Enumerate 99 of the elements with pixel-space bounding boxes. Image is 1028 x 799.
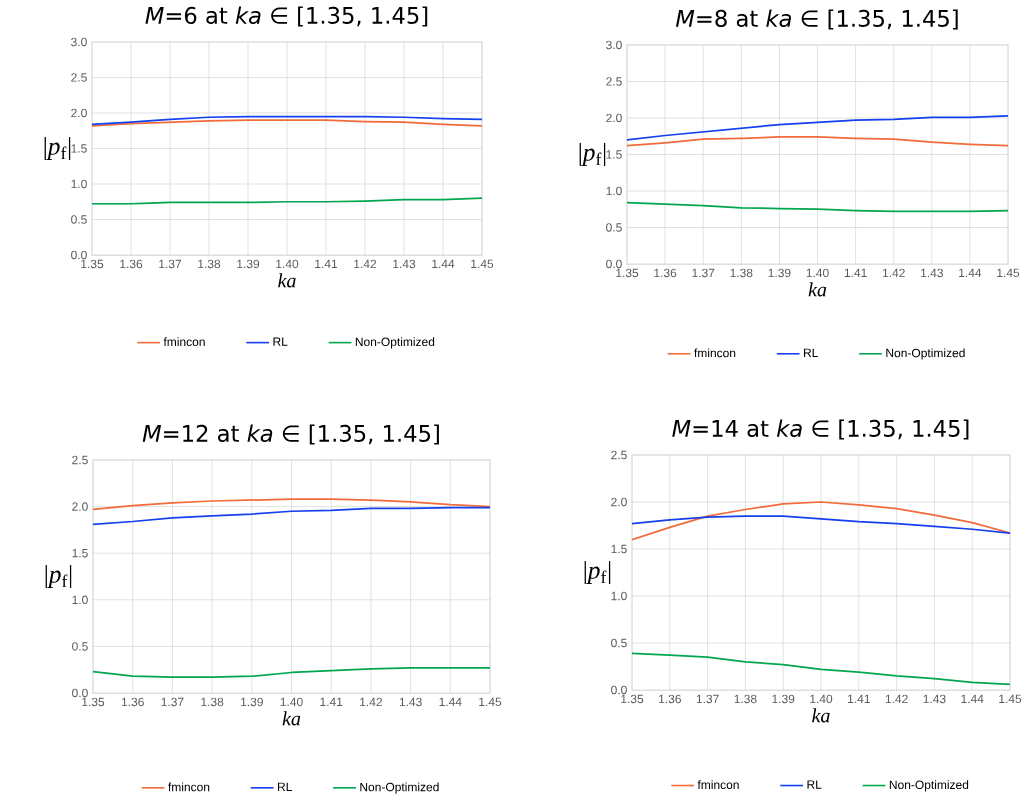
x-tick-label: 1.44 <box>961 694 984 704</box>
x-tick-label: 1.39 <box>237 259 260 269</box>
line-series <box>627 136 1009 147</box>
y-axis-title: |p$_{f}$| <box>584 561 611 585</box>
legend-label: Non-Optimized <box>889 780 969 792</box>
x-tick-label: 1.37 <box>696 694 719 704</box>
x-axis-title: ka <box>808 282 827 297</box>
y-tick-label: 3.0 <box>606 40 622 50</box>
x-axis-title: ka <box>812 708 830 723</box>
y-axis-title: |p$_{f}$| <box>44 137 71 161</box>
legend-label: RL <box>277 782 292 792</box>
x-tick-label: 1.37 <box>161 697 184 707</box>
x-tick-label: 1.40 <box>276 259 299 269</box>
x-tick-label: 1.42 <box>882 268 905 278</box>
y-tick-label: 0.0 <box>71 250 87 260</box>
x-tick-label: 1.38 <box>730 268 753 278</box>
line-series <box>632 501 1011 541</box>
x-tick-label: 1.37 <box>159 259 182 269</box>
x-tick-label: 1.41 <box>320 697 343 707</box>
x-tick-label: 1.36 <box>120 259 143 269</box>
x-tick-label: 1.45 <box>997 268 1020 278</box>
y-tick-label: 3.0 <box>71 37 87 47</box>
y-tick-label: 2.0 <box>72 502 88 512</box>
y-tick-label: 1.5 <box>606 150 622 159</box>
x-tick-label: 1.44 <box>959 268 982 278</box>
x-tick-label: 1.39 <box>768 268 791 278</box>
y-axis-title: |p$_{f}$| <box>579 143 606 167</box>
x-tick-label: 1.42 <box>885 694 908 704</box>
legend-label: Non-Optimized <box>886 348 965 360</box>
y-tick-label: 1.0 <box>71 179 87 189</box>
y-tick-label: 1.5 <box>611 545 627 554</box>
x-axis-title: ka <box>278 273 296 288</box>
y-tick-label: 2.0 <box>606 113 622 123</box>
y-tick-label: 0.5 <box>606 223 622 232</box>
legend-label: fmincon <box>697 780 739 790</box>
x-tick-label: 1.41 <box>848 694 870 704</box>
y-tick-label: 1.5 <box>71 144 87 153</box>
legend-label: fmincon <box>168 782 210 792</box>
x-tick-label: 1.35 <box>616 268 639 278</box>
y-axis-title: |p$_{f}$| <box>45 565 72 589</box>
y-tick-label: 0.5 <box>72 642 88 651</box>
x-tick-label: 1.39 <box>772 694 795 704</box>
y-tick-label: 1.0 <box>72 595 88 605</box>
chart-title: M=6 at ka ∈ [1.35, 1.45] <box>145 6 428 27</box>
line-series <box>93 506 490 526</box>
legend-label: RL <box>273 337 288 346</box>
x-tick-label: 1.43 <box>399 697 422 707</box>
legend-label: Non-Optimized <box>360 782 439 794</box>
y-tick-label: 1.0 <box>611 591 627 601</box>
x-tick-label: 1.36 <box>654 268 677 278</box>
x-tick-label: 1.40 <box>810 694 833 704</box>
x-tick-label: 1.38 <box>198 259 221 269</box>
legend-label: Non-Optimized <box>355 337 435 349</box>
x-tick-label: 1.41 <box>315 259 338 269</box>
y-tick-label: 0.0 <box>611 685 627 695</box>
x-tick-label: 1.36 <box>659 694 681 704</box>
x-tick-label: 1.42 <box>360 697 382 707</box>
legend-label: fmincon <box>163 337 205 347</box>
x-tick-label: 1.38 <box>201 697 224 707</box>
x-tick-label: 1.40 <box>806 268 829 278</box>
y-tick-label: 0.5 <box>71 215 87 224</box>
chart-title: M=14 at ka ∈ [1.35, 1.45] <box>672 419 969 440</box>
y-tick-label: 1.0 <box>606 186 622 196</box>
y-tick-label: 2.5 <box>611 450 627 460</box>
x-tick-label: 1.37 <box>692 268 715 278</box>
line-series <box>632 652 1011 686</box>
y-tick-label: 1.5 <box>72 549 88 558</box>
y-tick-label: 2.5 <box>71 73 87 82</box>
legend-label: fmincon <box>694 348 736 358</box>
x-tick-label: 1.43 <box>393 259 416 269</box>
x-tick-label: 1.35 <box>621 694 644 704</box>
legend-label: RL <box>807 780 822 789</box>
x-tick-label: 1.45 <box>471 259 494 269</box>
y-tick-label: 2.0 <box>611 497 627 507</box>
legend-label: RL <box>804 348 818 358</box>
x-tick-label: 1.35 <box>82 697 105 707</box>
x-tick-label: 1.42 <box>354 259 377 269</box>
x-tick-label: 1.45 <box>999 694 1022 704</box>
y-tick-label: 2.0 <box>71 108 87 118</box>
y-tick-label: 0.0 <box>606 259 622 269</box>
x-tick-label: 1.41 <box>844 268 867 278</box>
x-tick-label: 1.35 <box>81 259 104 269</box>
line-series <box>632 515 1011 535</box>
x-tick-label: 1.45 <box>479 697 502 707</box>
x-tick-label: 1.43 <box>923 694 946 704</box>
chart-title: M=12 at ka ∈ [1.35, 1.45] <box>142 424 439 445</box>
x-tick-label: 1.40 <box>280 697 303 707</box>
x-tick-label: 1.39 <box>241 697 263 707</box>
x-axis-title: ka <box>282 711 301 726</box>
x-tick-label: 1.44 <box>432 259 455 269</box>
y-tick-label: 2.5 <box>72 455 88 465</box>
x-tick-label: 1.44 <box>439 697 462 707</box>
y-tick-label: 2.5 <box>606 77 622 86</box>
x-tick-label: 1.36 <box>121 697 144 707</box>
x-tick-label: 1.43 <box>921 268 943 278</box>
y-tick-label: 0.5 <box>611 638 627 648</box>
y-tick-label: 0.0 <box>72 688 88 698</box>
chart-title: M=8 at ka ∈ [1.35, 1.45] <box>675 9 958 30</box>
x-tick-label: 1.38 <box>734 694 757 704</box>
